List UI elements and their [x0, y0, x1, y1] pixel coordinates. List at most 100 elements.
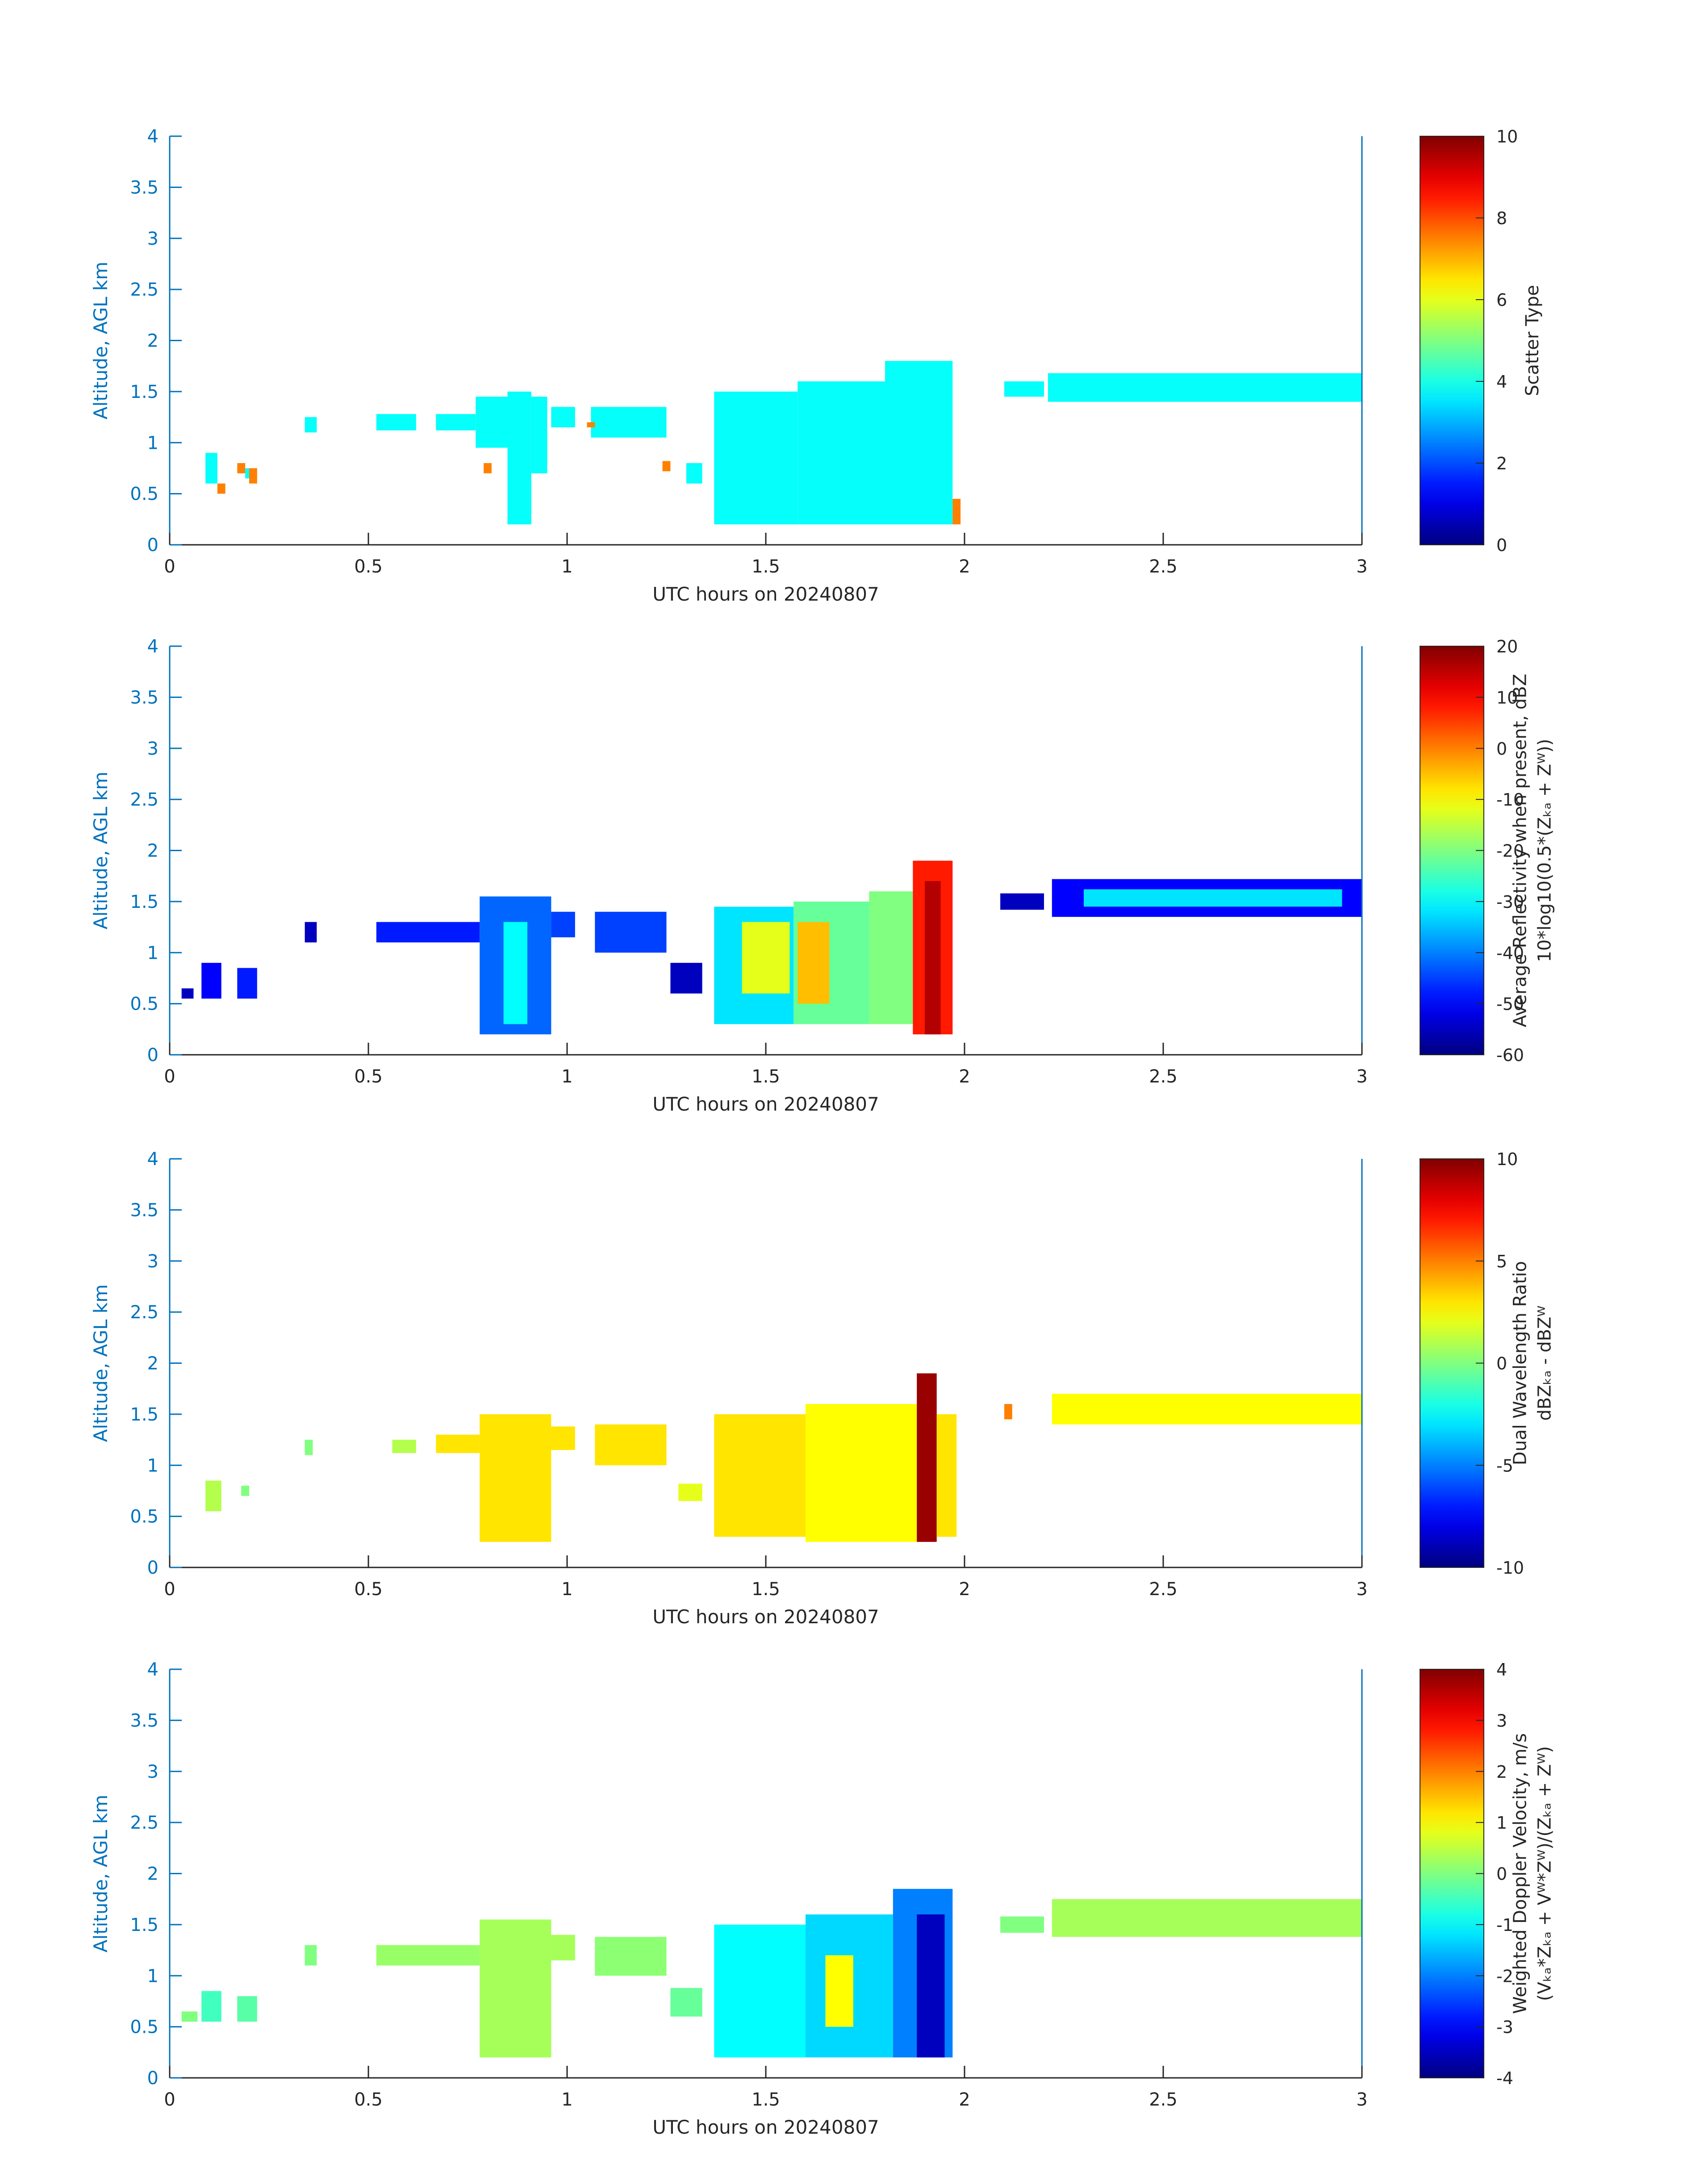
colorbar-tick-label: 6: [1496, 290, 1507, 310]
y-tick-label: 1.5: [130, 382, 159, 402]
y-tick-label: 0.5: [130, 994, 159, 1015]
y-tick-label: 0: [147, 1558, 159, 1578]
x-tick-label: 0.5: [354, 2089, 383, 2110]
heatmap-cell: [392, 1440, 416, 1453]
heatmap-cell: [1000, 893, 1044, 910]
heatmap-cell: [551, 1426, 575, 1450]
colorbar-label: Scatter Type: [1522, 285, 1543, 396]
colorbar: [1420, 136, 1484, 545]
y-tick-label: 0: [147, 2068, 159, 2089]
heatmap-cell: [249, 468, 257, 484]
heatmap-cell: [885, 361, 953, 525]
heatmap-cell: [714, 1924, 806, 2058]
colorbar-tick-label: 2: [1496, 454, 1507, 473]
heatmap-cell: [595, 911, 667, 953]
heatmap-cell: [742, 922, 790, 994]
heatmap-cell: [305, 922, 317, 943]
x-tick-label: 1: [561, 1579, 572, 1600]
y-tick-label: 4: [147, 636, 159, 657]
heatmap-cell: [205, 453, 217, 484]
heatmap-cell: [678, 1483, 702, 1501]
heatmap-cell: [670, 963, 702, 994]
colorbar-tick-label: -1: [1496, 1915, 1513, 1935]
y-tick-label: 3.5: [130, 177, 159, 198]
x-tick-label: 0: [164, 1579, 175, 1600]
heatmap-cell: [201, 1991, 221, 2022]
y-tick-label: 3: [147, 1762, 159, 1782]
heatmap-cells: [205, 1373, 1362, 1542]
heatmap-cells: [205, 361, 1362, 525]
heatmap-cell: [587, 422, 595, 427]
colorbar-tick-label: 0: [1496, 1864, 1507, 1884]
heatmap-cell: [670, 1988, 702, 2017]
heatmap-cell: [305, 1440, 313, 1455]
x-axis-label: UTC hours on 20240807: [652, 1093, 879, 1115]
colorbar-label: 10*log10(0.5*(Zₖₐ + Zᵂ)): [1535, 739, 1555, 962]
heatmap-cell: [1052, 1899, 1362, 1937]
heatmap-cell: [806, 1404, 917, 1542]
y-tick-label: 1.5: [130, 892, 159, 912]
x-tick-label: 0: [164, 2089, 175, 2110]
x-tick-label: 1.5: [752, 556, 780, 577]
x-tick-label: 2.5: [1149, 2089, 1178, 2110]
colorbar-tick-label: 0: [1496, 1354, 1507, 1374]
y-axis-label: Altitude, AGL km: [90, 262, 112, 419]
colorbar-tick-label: 10: [1496, 127, 1518, 146]
colorbar-label: Average Reflectivity when present, dBZ: [1510, 674, 1531, 1027]
y-axis-label: Altitude, AGL km: [90, 772, 112, 929]
heatmap-cell: [551, 911, 575, 937]
y-tick-label: 3: [147, 229, 159, 249]
heatmap-cell: [205, 1480, 221, 1512]
x-tick-label: 2: [959, 1579, 970, 1600]
y-axis-label: Altitude, AGL km: [90, 1795, 112, 1952]
y-tick-label: 3.5: [130, 687, 159, 708]
y-tick-label: 0.5: [130, 484, 159, 505]
heatmap-cell: [551, 407, 575, 427]
heatmap-cell: [201, 963, 221, 999]
colorbar-tick-label: -50: [1496, 994, 1524, 1014]
heatmap-cells: [181, 1889, 1362, 2058]
heatmap-cell: [376, 922, 480, 943]
y-tick-label: 1: [147, 433, 159, 453]
heatmap-cell: [237, 968, 257, 999]
y-tick-label: 4: [147, 1149, 159, 1170]
x-tick-label: 0.5: [354, 1579, 383, 1600]
heatmap-cell: [686, 463, 702, 484]
y-tick-label: 1.5: [130, 1404, 159, 1425]
y-tick-label: 0: [147, 1045, 159, 1066]
colorbar-label: dBZₖₐ - dBZᵂ: [1535, 1305, 1555, 1421]
colorbar-tick-label: 20: [1496, 637, 1518, 656]
colorbar: [1420, 1669, 1484, 2078]
heatmap-cell: [1084, 889, 1342, 907]
x-tick-label: 2: [959, 556, 970, 577]
y-tick-label: 1: [147, 943, 159, 963]
colorbar-label: (Vₖₐ*Zₖₐ + Vᵂ*Zᵂ)/(Zₖₐ + Zᵂ): [1535, 1746, 1555, 2001]
x-tick-label: 2.5: [1149, 1579, 1178, 1600]
x-axis-label: UTC hours on 20240807: [652, 1606, 879, 1628]
x-tick-label: 3: [1356, 556, 1367, 577]
heatmap-cell: [503, 922, 527, 1024]
panel-3: 0 0.5 1 1.5 2 2.5 3 3.5 4 0 0.5 1 1.5 2 2.5 3 UTC hours …: [90, 1149, 1555, 1628]
colorbar-tick-label: -20: [1496, 841, 1524, 861]
heatmap-cell: [925, 881, 941, 1035]
x-tick-label: 0: [164, 1066, 175, 1087]
heatmap-cell: [376, 414, 416, 430]
colorbar-tick-label: 1: [1496, 1813, 1507, 1833]
x-tick-label: 2.5: [1149, 556, 1178, 577]
y-tick-label: 1.5: [130, 1915, 159, 1935]
heatmap-cell: [595, 1937, 667, 1976]
colorbar-tick-label: 10: [1496, 1149, 1518, 1169]
x-tick-label: 2: [959, 2089, 970, 2110]
heatmap-cell: [531, 397, 547, 473]
y-tick-label: 2: [147, 1864, 159, 1885]
y-tick-label: 2.5: [130, 790, 159, 810]
colorbar-tick-label: 4: [1496, 1660, 1507, 1680]
heatmap-cell: [181, 2011, 198, 2022]
y-tick-label: 3.5: [130, 1200, 159, 1220]
y-tick-label: 2.5: [130, 1813, 159, 1833]
x-tick-label: 2: [959, 1066, 970, 1087]
colorbar-tick-label: -30: [1496, 892, 1524, 912]
heatmap-cell: [825, 1955, 853, 2027]
heatmap-cell: [305, 1945, 317, 1966]
